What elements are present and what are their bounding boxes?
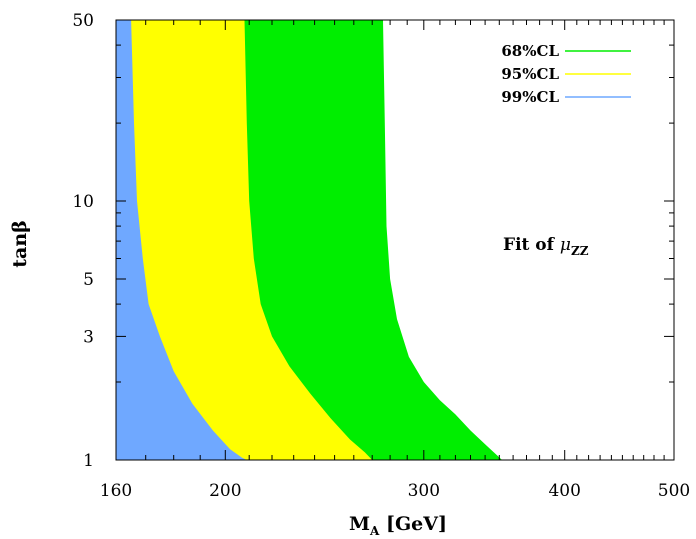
x-tick-label: 160	[100, 481, 132, 501]
legend-label: 99%CL	[501, 88, 559, 106]
confidence-regions	[116, 20, 503, 460]
region-3	[116, 20, 247, 460]
plot-frame	[115, 19, 675, 461]
annotation-fit: Fit of μZZ	[503, 235, 589, 258]
y-tick-label: 5	[83, 270, 94, 290]
y-tick-label: 10	[72, 192, 94, 212]
x-tick-label: 500	[658, 481, 690, 501]
tick-labels: 160 200 300 400 500 1 3 5 10 50	[72, 11, 690, 501]
legend-label: 95%CL	[501, 65, 559, 83]
x-tick-label: 300	[408, 481, 440, 501]
legend: 68%CL 95%CL 99%CL	[501, 42, 631, 106]
y-axis-title: tanβ	[9, 220, 31, 268]
y-tick-label: 1	[83, 451, 94, 471]
x-axis-title: MA [GeV]	[349, 513, 447, 538]
legend-label: 68%CL	[501, 42, 559, 60]
x-tick-label: 400	[548, 481, 580, 501]
region-2	[116, 20, 373, 460]
x-tick-label: 200	[209, 481, 241, 501]
y-tick-label: 3	[83, 327, 94, 347]
y-tick-label: 50	[72, 11, 94, 31]
